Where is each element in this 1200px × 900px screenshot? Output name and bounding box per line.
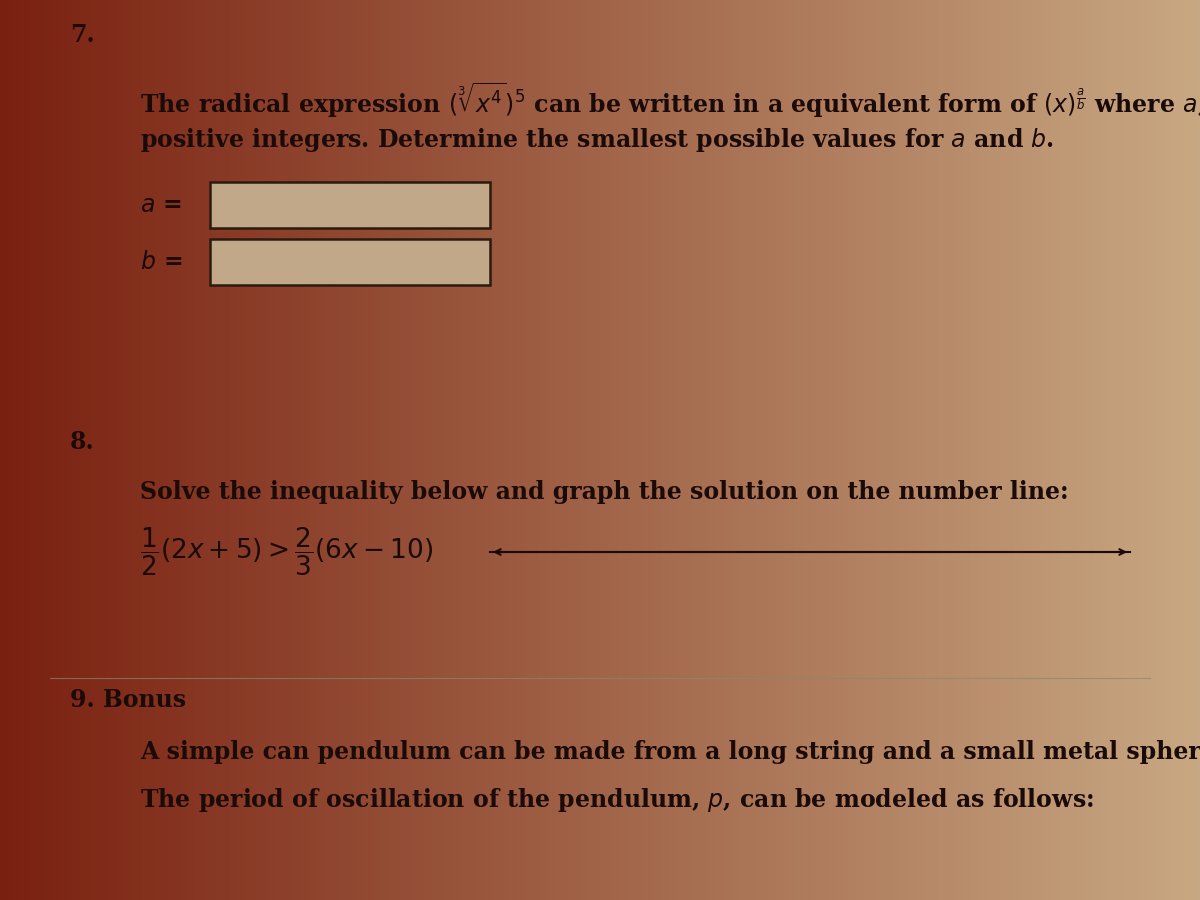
Text: The period of oscillation of the pendulum, $p$, can be modeled as follows:: The period of oscillation of the pendulu…: [140, 786, 1094, 814]
Text: positive integers. Determine the smallest possible values for $a$ and $b$.: positive integers. Determine the smalles…: [140, 126, 1054, 154]
Text: 8.: 8.: [70, 430, 95, 454]
Text: 7.: 7.: [70, 23, 95, 47]
Text: Solve the inequality below and graph the solution on the number line:: Solve the inequality below and graph the…: [140, 480, 1069, 504]
Text: A simple can pendulum can be made from a long string and a small metal sphere.: A simple can pendulum can be made from a…: [140, 740, 1200, 764]
Text: The radical expression $(\sqrt[3]{x^4})^5$ can be written in a equivalent form o: The radical expression $(\sqrt[3]{x^4})^…: [140, 80, 1200, 120]
Text: $a$ =: $a$ =: [140, 193, 182, 217]
Text: $\dfrac{1}{2}(2x + 5) > \dfrac{2}{3}(6x - 10)$: $\dfrac{1}{2}(2x + 5) > \dfrac{2}{3}(6x …: [140, 526, 433, 578]
Bar: [210, 182, 490, 228]
Text: 9. Bonus: 9. Bonus: [70, 688, 186, 712]
Text: $b$ =: $b$ =: [140, 250, 182, 274]
Bar: [210, 239, 490, 285]
